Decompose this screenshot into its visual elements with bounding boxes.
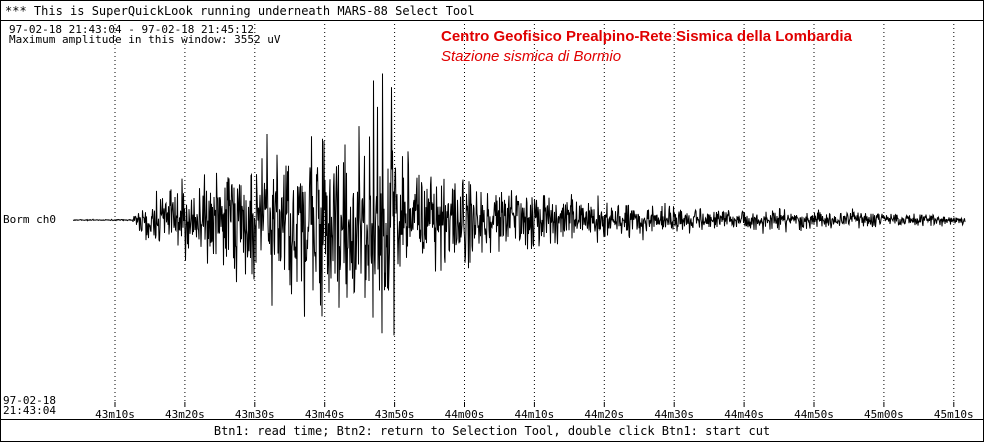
window-title: *** This is SuperQuickLook running under… <box>1 1 983 21</box>
tick-label: 44m00s <box>445 408 485 419</box>
tick-label: 43m30s <box>235 408 275 419</box>
tick-label: 44m20s <box>584 408 624 419</box>
seismogram-plot[interactable]: 43m10s 43m20s 43m30s 43m40s 43m50s 44m00s 44m1… <box>1 22 983 419</box>
tick-label: 43m40s <box>305 408 345 419</box>
tick-label: 44m50s <box>794 408 834 419</box>
seismic-trace <box>72 73 966 336</box>
channel-label: Borm ch0 <box>3 213 56 226</box>
time-range: 97-02-18 21:43:04 - 97-02-18 21:45:12 <box>9 23 255 36</box>
tick-label: 43m20s <box>165 408 205 419</box>
tick-label: 44m10s <box>515 408 555 419</box>
time-axis-ticks <box>114 402 955 407</box>
organization-title: Centro Geofisico Prealpino-Rete Sismica … <box>441 28 852 45</box>
seismogram-canvas[interactable]: 43m10s 43m20s 43m30s 43m40s 43m50s 44m00s 44m1… <box>1 22 983 419</box>
tick-label: 45m10s <box>934 408 974 419</box>
tick-label: 44m40s <box>724 408 764 419</box>
max-amplitude: Maximum amplitude in this window: 3552 u… <box>9 33 281 46</box>
start-time: 21:43:04 <box>3 404 56 417</box>
time-axis-labels: 43m10s 43m20s 43m30s 43m40s 43m50s 44m00s 44m1… <box>95 408 974 419</box>
tick-label: 43m10s <box>95 408 135 419</box>
start-date: 97-02-18 <box>3 394 56 407</box>
tick-label: 45m00s <box>864 408 904 419</box>
tick-label: 43m50s <box>375 408 415 419</box>
station-subtitle: Stazione sismica di Bormio <box>441 48 622 65</box>
status-bar: Btn1: read time; Btn2: return to Selecti… <box>1 419 983 441</box>
tick-label: 44m30s <box>654 408 694 419</box>
